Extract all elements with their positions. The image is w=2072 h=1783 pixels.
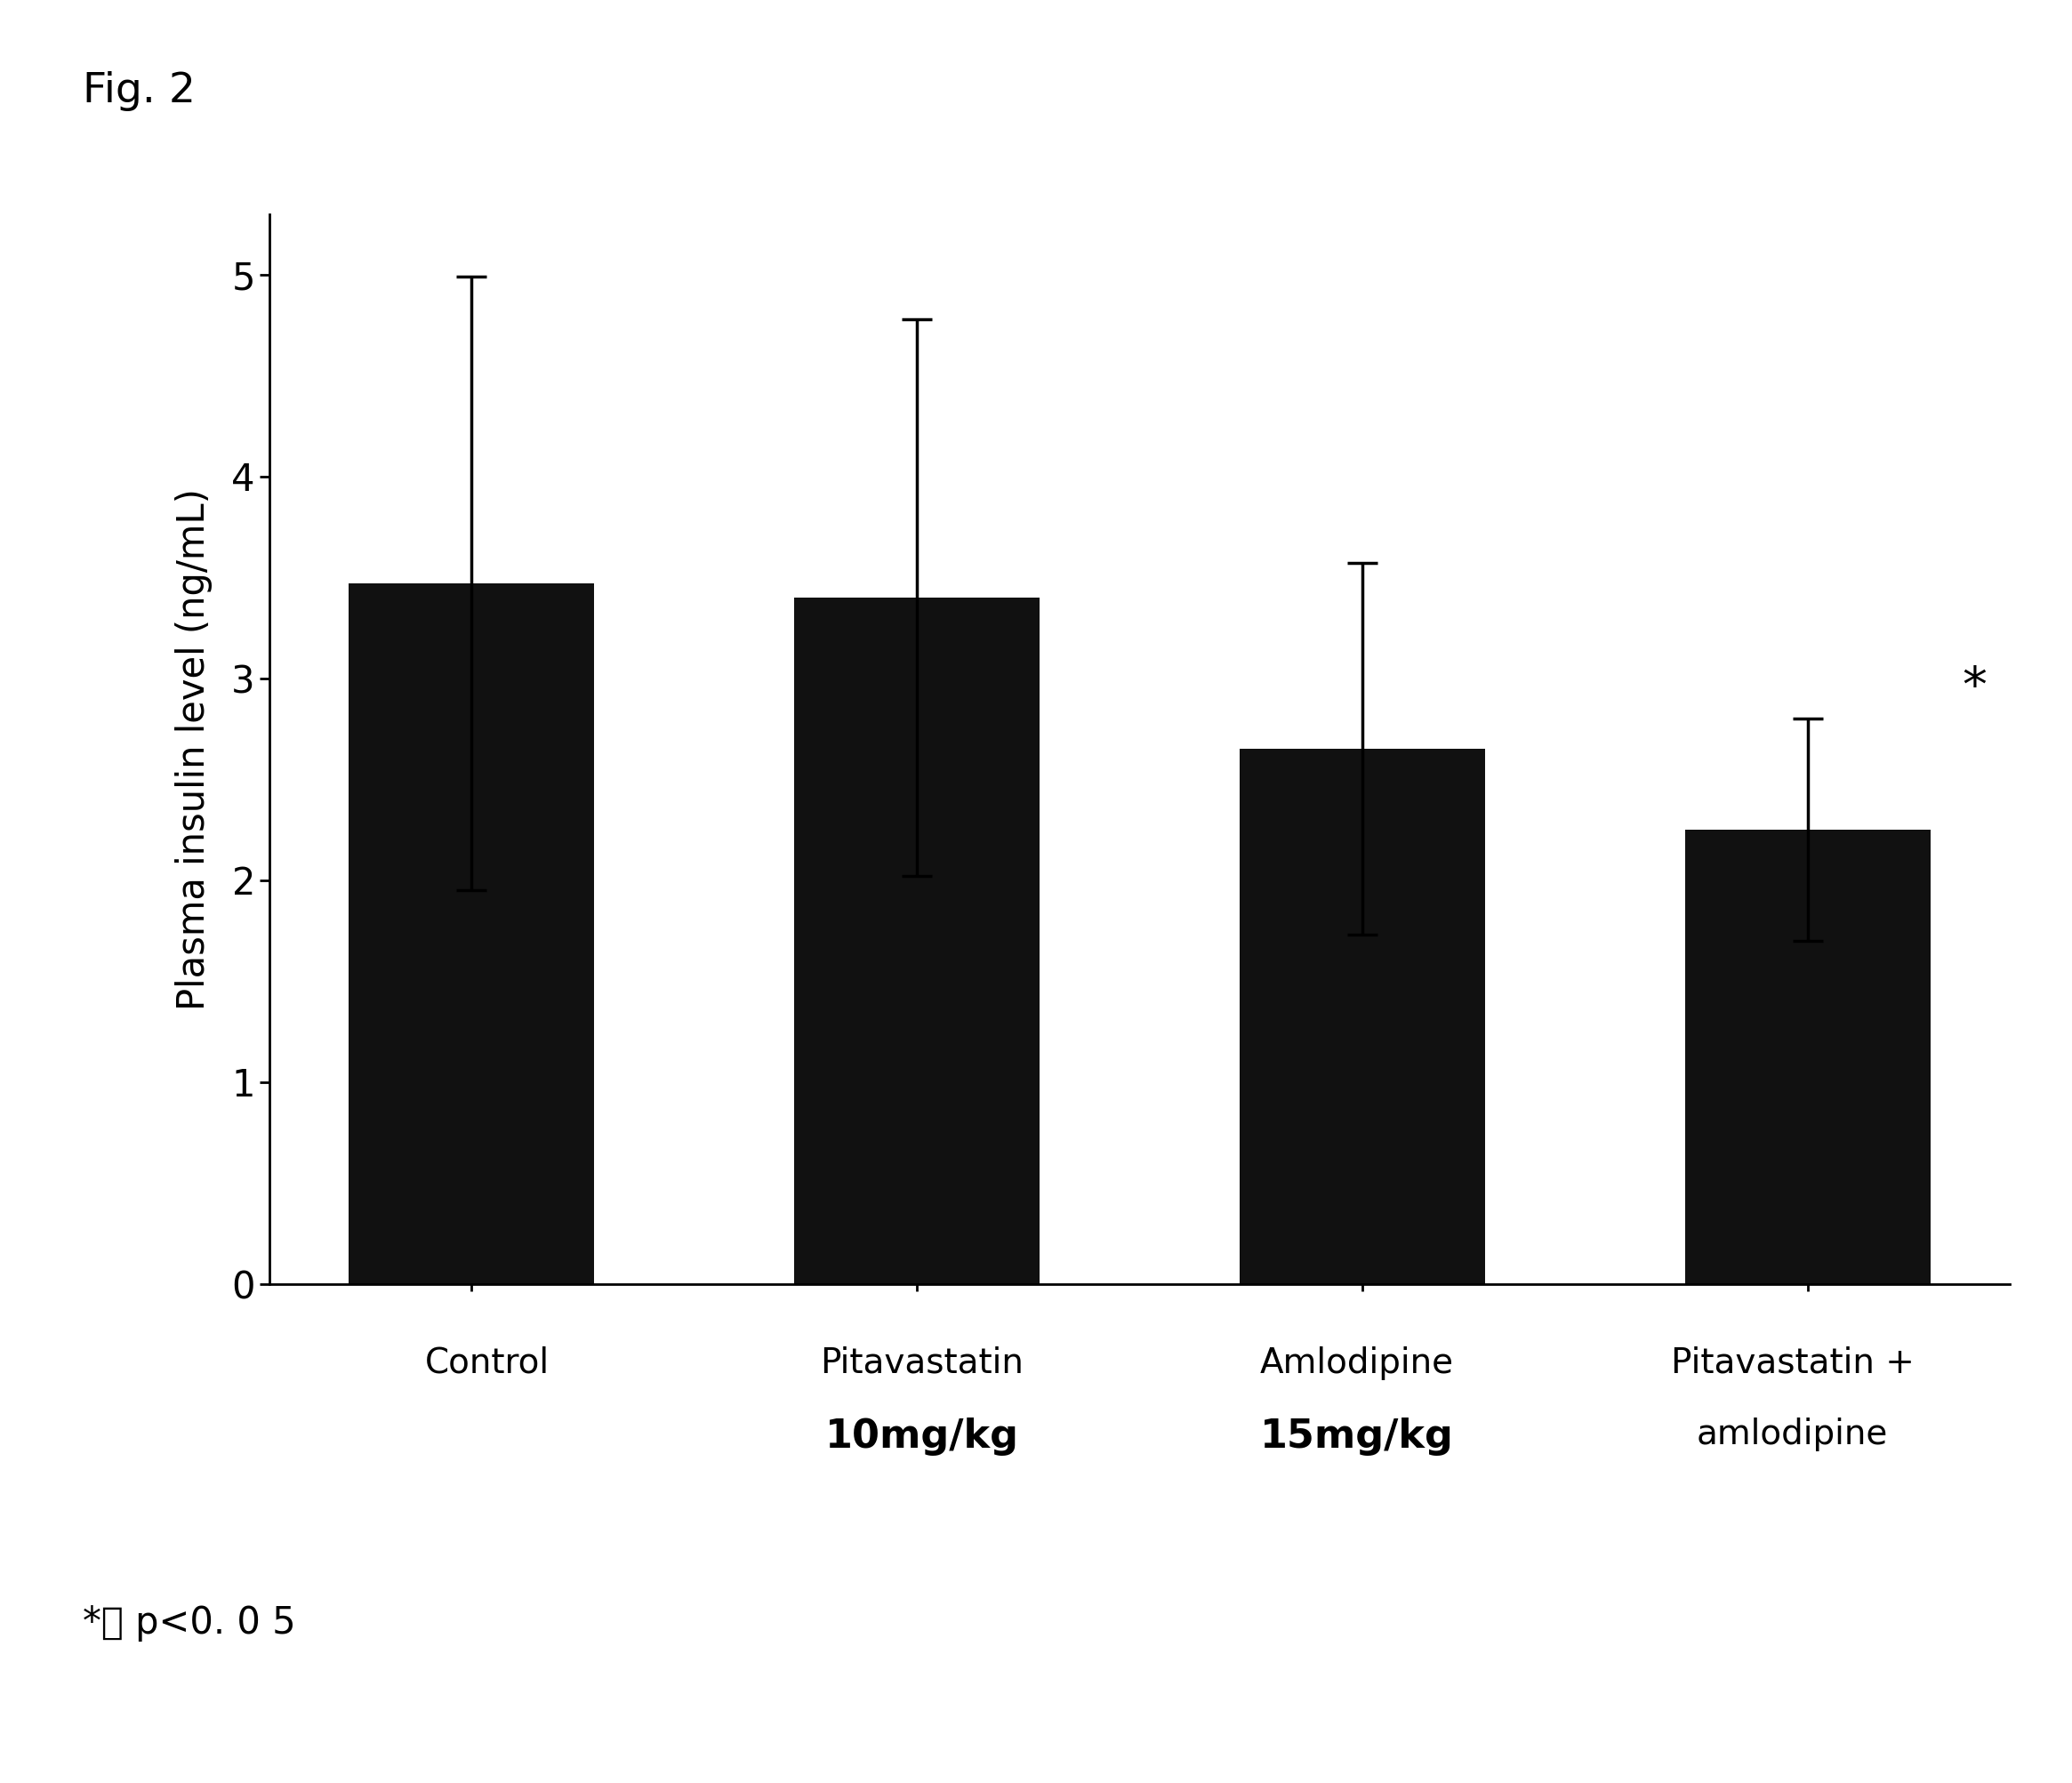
Text: amlodipine: amlodipine	[1697, 1417, 1888, 1451]
Text: 15mg/kg: 15mg/kg	[1260, 1417, 1455, 1455]
Text: Control: Control	[425, 1346, 549, 1380]
Text: 10mg/kg: 10mg/kg	[825, 1417, 1019, 1455]
Y-axis label: Plasma insulin level (ng/mL): Plasma insulin level (ng/mL)	[176, 489, 213, 1009]
Text: *： p<0. 0 5: *： p<0. 0 5	[83, 1605, 296, 1642]
Bar	[348, 583, 593, 1284]
Bar	[1239, 749, 1486, 1284]
Text: *: *	[1962, 665, 1987, 713]
Bar	[794, 597, 1040, 1284]
Text: Fig. 2: Fig. 2	[83, 71, 197, 111]
Text: Pitavastatin +: Pitavastatin +	[1670, 1346, 1915, 1380]
Text: Amlodipine: Amlodipine	[1260, 1346, 1455, 1380]
Bar	[1687, 829, 1931, 1284]
Text: Pitavastatin: Pitavastatin	[821, 1346, 1024, 1380]
